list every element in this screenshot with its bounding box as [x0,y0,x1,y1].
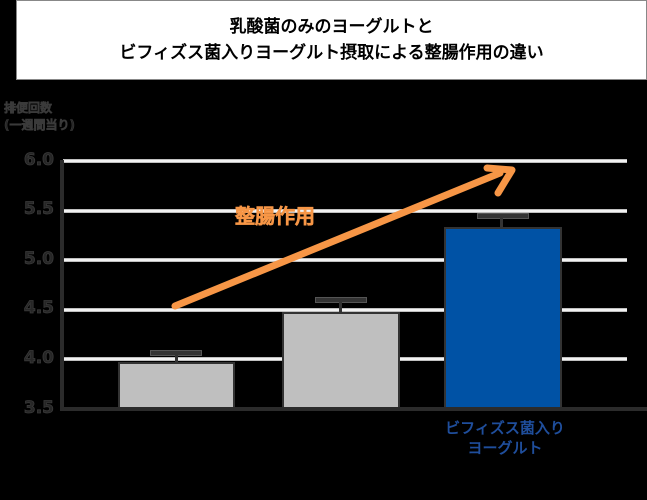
category-label-bar3-line2: ヨーグルト [467,439,543,457]
error-bar3 [500,215,503,228]
category-label-bar3-line1: ビフィズス菌入り [445,419,565,437]
y-tick-6.0: 6.0 [23,150,54,171]
error-cap-bar3 [477,213,529,219]
category-label-bar3: ビフィズス菌入り ヨーグルト [420,418,590,458]
gridline-4.5 [63,308,627,312]
y-axis-title: 排便回数 (一週間当り) [4,100,84,134]
trend-annotation-label: 整腸作用 [235,204,316,229]
y-tick-5.5: 5.5 [23,199,54,220]
x-axis-line [60,407,647,411]
y-tick-4.5: 4.5 [23,298,54,319]
chart-title-line2: ビフィズス菌入りヨーグルト摂取による整腸作用の違い [119,43,544,63]
y-tick-5.0: 5.0 [23,249,54,270]
chart-title-box: 乳酸菌のみのヨーグルトと ビフィズス菌入りヨーグルト摂取による整腸作用の違い [16,0,647,80]
y-axis-title-line1: 排便回数 [4,101,53,116]
error-bar2 [339,299,342,313]
gridline-5.5 [63,209,627,213]
y-axis-line [60,160,64,410]
bar-2 [282,312,400,409]
y-tick-4.0: 4.0 [23,348,54,369]
y-axis-title-line2: (一週間当り) [4,118,76,133]
gridline-6.0 [63,159,627,163]
chart-title-line1: 乳酸菌のみのヨーグルトと [229,17,434,37]
gridline-5.0 [63,258,627,262]
y-tick-3.5: 3.5 [23,398,54,419]
error-bar1 [175,352,178,363]
